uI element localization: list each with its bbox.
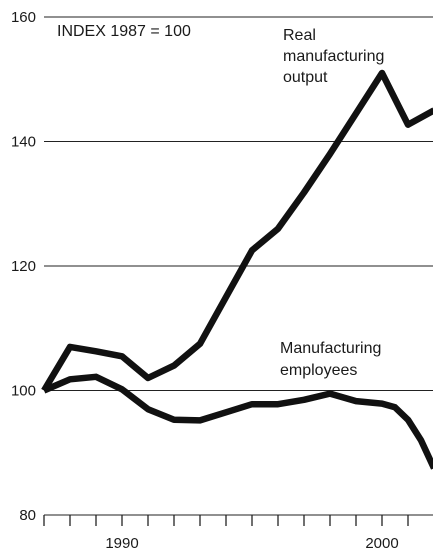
y-axis-tick-labels: 80 100 120 140 160 bbox=[11, 9, 36, 524]
index-note: INDEX 1987 = 100 bbox=[57, 23, 191, 40]
series-label-output-line-2: manufacturing bbox=[283, 48, 384, 65]
gridlines bbox=[44, 16, 433, 516]
series-label-output-line-1: Real bbox=[283, 27, 316, 44]
series-label-employees-line-1: Manufacturing bbox=[280, 340, 381, 357]
y-tick-label-120: 120 bbox=[11, 258, 36, 275]
series-label-output: Real manufacturing output bbox=[283, 27, 389, 86]
series-label-output-line-3: output bbox=[283, 69, 328, 86]
x-tick-label-2000: 2000 bbox=[365, 535, 398, 552]
series-lines bbox=[41, 69, 433, 470]
series-label-employees: Manufacturing employees bbox=[280, 340, 386, 379]
series-line-real-manufacturing-output bbox=[41, 69, 433, 393]
y-tick-label-100: 100 bbox=[11, 383, 36, 400]
series-label-employees-line-2: employees bbox=[280, 362, 357, 379]
x-tick-label-1990: 1990 bbox=[105, 535, 138, 552]
y-tick-label-80: 80 bbox=[19, 507, 36, 524]
series-line-manufacturing-employees bbox=[42, 373, 433, 470]
y-tick-label-160: 160 bbox=[11, 9, 36, 26]
y-tick-label-140: 140 bbox=[11, 134, 36, 151]
x-axis: 1990 2000 bbox=[43, 515, 409, 552]
